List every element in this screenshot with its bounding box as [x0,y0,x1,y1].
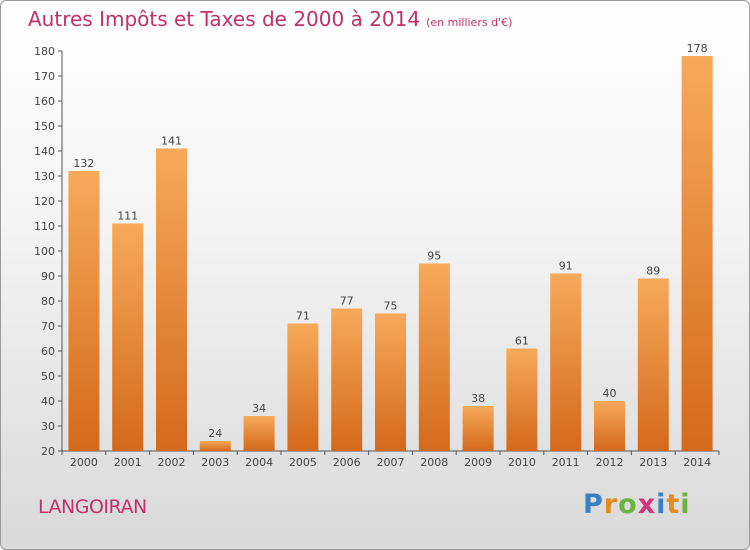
bar-2013 [637,278,669,451]
logo-letter: r [603,489,619,520]
x-tick-label-2007: 2007 [377,456,405,469]
data-label-2005: 71 [296,310,310,323]
chart-title: Autres Impôts et Taxes de 2000 à 2014 (en… [28,7,512,31]
bar-2008 [418,263,450,451]
y-tick-label: 170 [34,70,55,83]
data-label-2014: 178 [687,42,708,55]
y-tick-label: 70 [41,320,55,333]
bar-2012 [594,401,625,451]
y-tick-label: 160 [34,95,55,108]
y-tick-label: 150 [34,120,55,133]
logo-letter: x [637,489,657,520]
x-tick-label-2006: 2006 [333,456,361,469]
y-tick-label: 90 [41,270,55,283]
y-tick-label: 60 [41,345,55,358]
logo-letter: i [656,489,667,520]
data-label-2010: 61 [515,335,529,348]
data-label-2008: 95 [427,250,441,263]
data-label-2001: 111 [117,210,138,223]
bar-2014 [681,56,713,451]
data-label-2003: 24 [208,427,222,440]
x-tick-label-2008: 2008 [420,456,448,469]
bar-2006 [331,308,363,451]
bar-2007 [375,313,406,451]
x-tick-label-2003: 2003 [201,456,229,469]
title-unit: (en milliers d'€) [426,16,513,29]
y-tick-label: 140 [34,145,55,158]
logo-letter: t [666,489,681,520]
logo-letter: i [680,489,691,520]
y-tick-label: 180 [34,45,55,58]
y-tick-label: 110 [34,220,55,233]
y-tick-label: 80 [41,295,55,308]
x-tick-label-2009: 2009 [464,456,492,469]
bar-2002 [156,148,187,451]
bar-2004 [243,416,275,451]
bar-2000 [68,171,100,451]
data-label-2007: 75 [384,300,398,313]
data-label-2013: 89 [646,265,660,278]
x-tick-label-2013: 2013 [639,456,667,469]
logo-letter: P [583,489,604,520]
data-label-2004: 34 [252,402,266,415]
x-tick-label-2000: 2000 [70,456,98,469]
x-tick-label-2004: 2004 [245,456,273,469]
y-tick-label: 120 [34,195,55,208]
x-tick-label-2002: 2002 [158,456,186,469]
x-tick-label-2010: 2010 [508,456,536,469]
y-tick-label: 50 [41,370,55,383]
bar-2005 [287,323,319,451]
x-tick-label-2005: 2005 [289,456,317,469]
bar-2009 [462,406,494,451]
proxiti-logo: Proxiti [583,489,691,520]
data-label-2011: 91 [559,260,573,273]
title-main: Autres Impôts et Taxes de 2000 à 2014 [28,7,421,31]
data-label-2000: 132 [73,157,94,170]
x-tick-label-2014: 2014 [683,456,711,469]
data-label-2002: 141 [161,135,182,148]
location-name: LANGOIRAN [38,496,147,518]
x-tick-label-2011: 2011 [552,456,580,469]
bar-2011 [550,273,582,451]
data-label-2006: 77 [340,295,354,308]
x-tick-label-2012: 2012 [596,456,624,469]
y-tick-label: 130 [34,170,55,183]
bar-2003 [199,441,231,451]
x-tick-label-2001: 2001 [114,456,142,469]
data-label-2009: 38 [471,392,485,405]
logo-letter: o [618,489,638,520]
data-label-2012: 40 [603,387,617,400]
y-tick-label: 20 [41,445,55,458]
bar-2010 [506,348,538,451]
y-tick-label: 30 [41,420,55,433]
y-tick-label: 40 [41,395,55,408]
bar-2001 [112,223,144,451]
y-tick-label: 100 [34,245,55,258]
